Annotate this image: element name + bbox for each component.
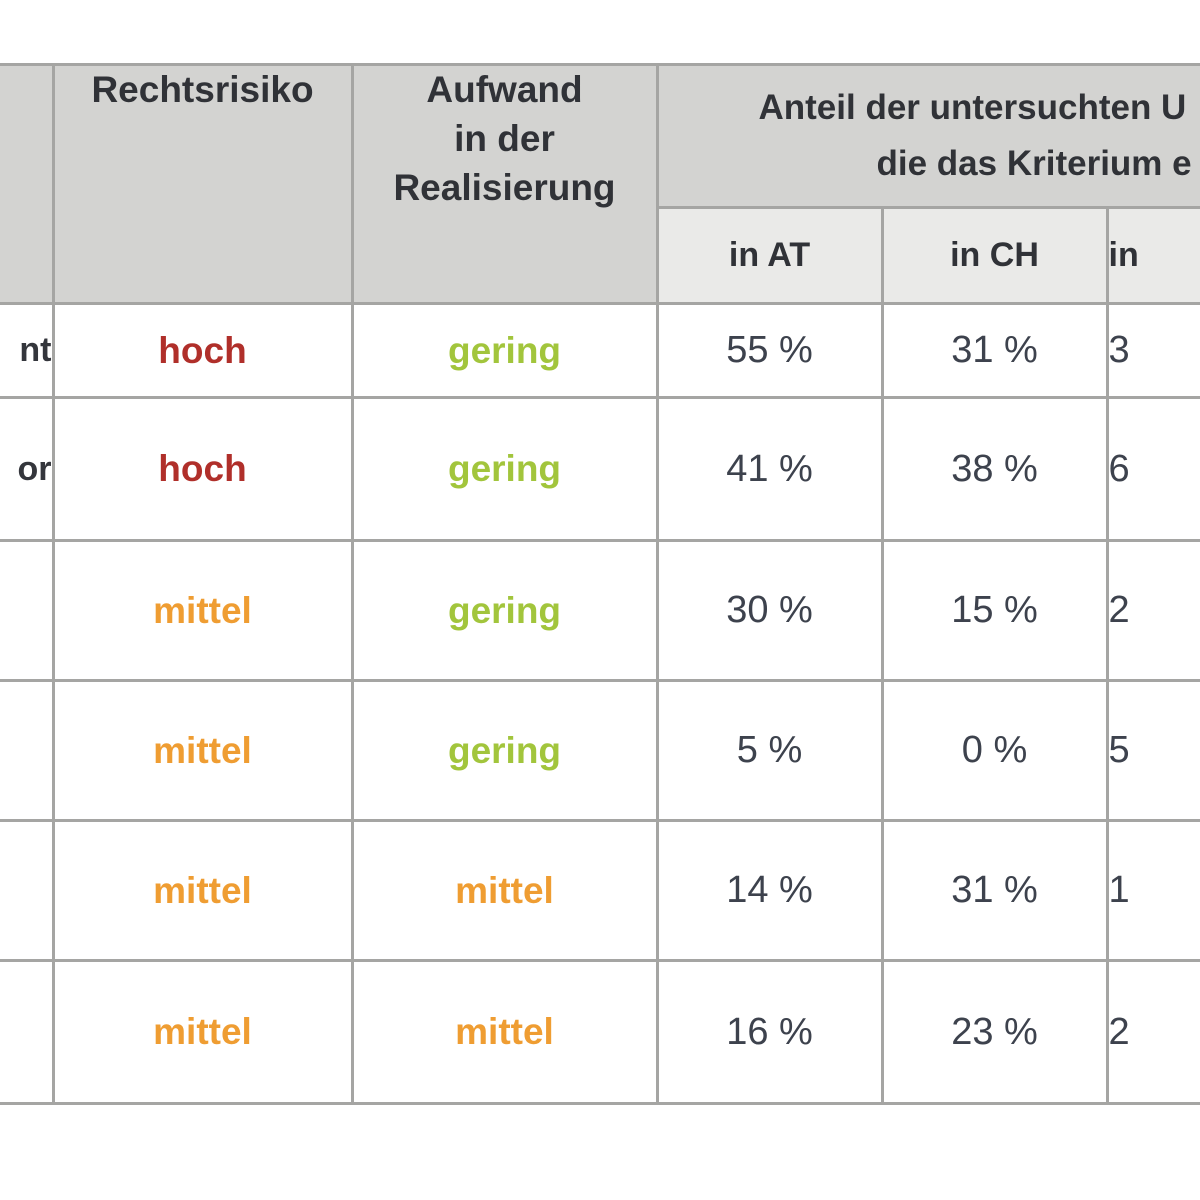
- effort-cell: mittel: [350, 959, 659, 1105]
- risk-cell: mittel: [51, 539, 354, 682]
- table-row: mittel gering 5 % 0 % 5: [0, 679, 1200, 822]
- effort-cell: gering: [350, 396, 659, 542]
- third-value-fragment: 5: [1105, 679, 1200, 822]
- at-value-cell: 5 %: [655, 679, 884, 822]
- group-header-line-2: die das Kriterium e: [876, 144, 1192, 183]
- row-label-fragment: or: [0, 396, 55, 542]
- risk-cell: hoch: [51, 302, 354, 399]
- group-header-anteil: Anteil der untersuchten U die das Kriter…: [655, 63, 1200, 209]
- risk-cell: hoch: [51, 396, 354, 542]
- group-header-line-1: Anteil der untersuchten U: [758, 88, 1187, 127]
- third-value-fragment: 2: [1105, 539, 1200, 682]
- effort-cell: gering: [350, 302, 659, 399]
- at-value-cell: 41 %: [655, 396, 884, 542]
- third-value-fragment: 2: [1105, 959, 1200, 1105]
- subheader-in-third: in: [1105, 206, 1200, 305]
- column-header-rechtsrisiko: Rechtsrisiko: [51, 63, 354, 305]
- subheader-in-at: in AT: [655, 206, 884, 305]
- ch-value-cell: 15 %: [880, 539, 1109, 682]
- effort-cell: gering: [350, 679, 659, 822]
- table-row: mittel gering 30 % 15 % 2: [0, 539, 1200, 682]
- row-label-fragment: [0, 539, 55, 682]
- aufwand-line-2: in der: [454, 117, 555, 159]
- effort-cell: gering: [350, 539, 659, 682]
- ch-value-cell: 31 %: [880, 302, 1109, 399]
- aufwand-line-1: Aufwand: [426, 69, 583, 110]
- risk-cell: mittel: [51, 959, 354, 1105]
- row-label-fragment: nt: [0, 302, 55, 399]
- risk-cell: mittel: [51, 819, 354, 962]
- row-label-column-header: [0, 63, 55, 305]
- risk-cell: mittel: [51, 679, 354, 822]
- third-value-fragment: 6: [1105, 396, 1200, 542]
- ch-value-cell: 38 %: [880, 396, 1109, 542]
- table-row: nt hoch gering 55 % 31 % 3: [0, 302, 1200, 399]
- at-value-cell: 30 %: [655, 539, 884, 682]
- subheader-row: in AT in CH in: [0, 206, 1200, 305]
- subheader-in-ch: in CH: [880, 206, 1109, 305]
- ch-value-cell: 23 %: [880, 959, 1109, 1105]
- row-label-fragment: [0, 959, 55, 1105]
- row-label-fragment: [0, 819, 55, 962]
- effort-cell: mittel: [350, 819, 659, 962]
- table-row: mittel mittel 16 % 23 % 2: [0, 959, 1200, 1105]
- at-value-cell: 55 %: [655, 302, 884, 399]
- row-label-fragment: [0, 679, 55, 822]
- table-row: or hoch gering 41 % 38 % 6: [0, 396, 1200, 542]
- at-value-cell: 16 %: [655, 959, 884, 1105]
- header-row: Rechtsrisiko Aufwand in der Realisierung…: [0, 63, 1200, 305]
- at-value-cell: 14 %: [655, 819, 884, 962]
- criteria-comparison-table: Rechtsrisiko Aufwand in der Realisierung…: [0, 63, 1200, 1105]
- aufwand-line-3: Realisierung: [393, 166, 616, 208]
- ch-value-cell: 0 %: [880, 679, 1109, 822]
- third-value-fragment: 3: [1105, 302, 1200, 399]
- column-header-aufwand: Aufwand in der Realisierung: [350, 63, 659, 305]
- third-value-fragment: 1: [1105, 819, 1200, 962]
- ch-value-cell: 31 %: [880, 819, 1109, 962]
- table-row: mittel mittel 14 % 31 % 1: [0, 819, 1200, 962]
